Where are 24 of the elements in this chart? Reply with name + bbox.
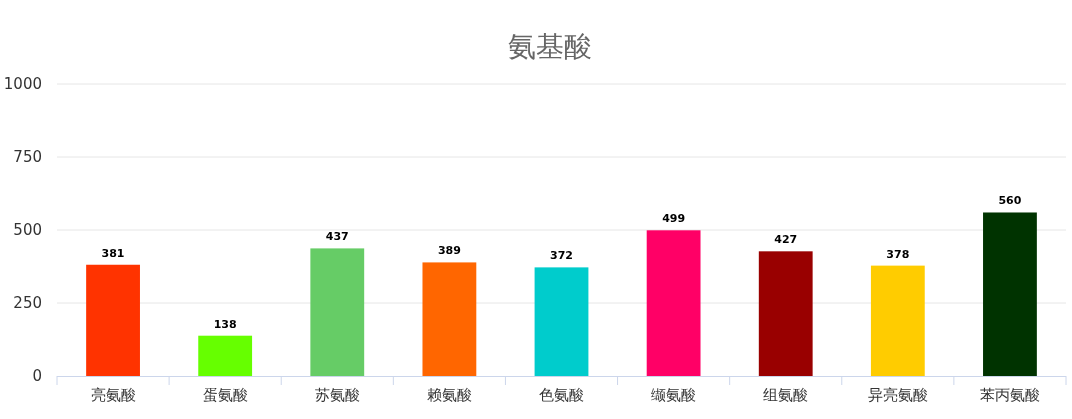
y-tick-label: 250 (13, 294, 42, 312)
y-tick-label: 1000 (3, 75, 42, 93)
data-label: 138 (213, 317, 237, 331)
title: 氨基酸 (507, 30, 592, 63)
x-tick-label: 苯丙氨酸 (979, 386, 1040, 404)
y-tick-label: 500 (13, 221, 42, 239)
y-tick-label: 0 (32, 367, 42, 385)
data-label: 381 (101, 246, 125, 260)
x-tick-label: 亮氨酸 (90, 386, 136, 404)
x-tick-label: 缬氨酸 (651, 386, 697, 404)
x-tick-label: 色氨酸 (539, 386, 584, 404)
data-label: 372 (550, 249, 573, 263)
data-label: 389 (437, 244, 461, 258)
x-tick-label: 蛋氨酸 (202, 386, 248, 404)
data-label: 560 (998, 194, 1022, 208)
data-label: 378 (886, 247, 910, 261)
x-tick-label: 异亮氨酸 (867, 386, 928, 404)
x-tick-label: 赖氨酸 (426, 386, 472, 404)
data-label: 427 (774, 233, 798, 247)
y-tick-label: 750 (13, 148, 42, 166)
x-tick-label: 组氨酸 (763, 386, 809, 404)
x-tick-label: 苏氨酸 (314, 386, 360, 404)
data-label: 499 (662, 212, 686, 226)
data-label: 437 (325, 230, 349, 244)
